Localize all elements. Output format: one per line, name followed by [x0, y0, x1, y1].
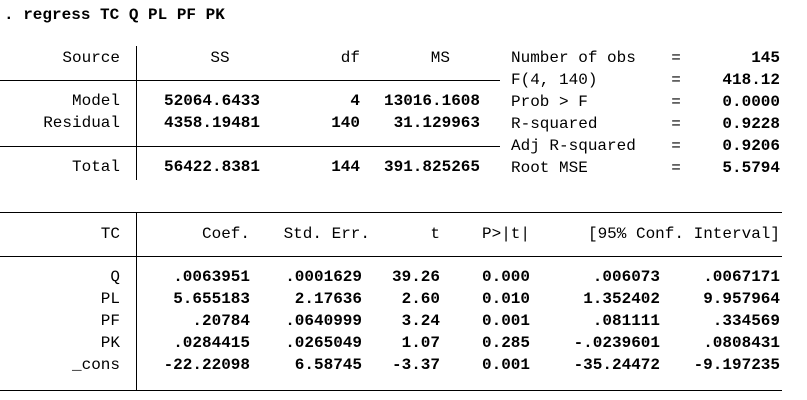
cell: 0.285	[481, 334, 530, 352]
cell: 4	[350, 92, 360, 110]
cell: 144	[331, 158, 360, 176]
cell: .0640999	[285, 312, 362, 330]
column-header: P>|t|	[481, 225, 530, 243]
stat-value: 0.9228	[722, 115, 780, 133]
stat-equals: =	[671, 93, 681, 111]
cell: 31.129963	[393, 114, 480, 132]
row-label: _cons	[71, 356, 120, 374]
column-header: TC	[100, 225, 120, 243]
cell: -.0239601	[573, 334, 660, 352]
stat-label: Root MSE	[511, 159, 588, 177]
column-header: Source	[62, 49, 120, 67]
row-label: Q	[110, 268, 120, 286]
cell: 2.60	[401, 290, 440, 308]
cell: 9.957964	[703, 290, 780, 308]
rule	[136, 46, 137, 180]
stat-label: Prob > F	[511, 93, 588, 111]
command: . regress TC Q PL PF PK	[4, 6, 225, 24]
cell: .0001629	[285, 268, 362, 286]
column-header: MS	[430, 49, 450, 67]
stat-equals: =	[671, 137, 681, 155]
rule	[136, 212, 137, 390]
stat-value: 5.5794	[722, 159, 780, 177]
rule	[0, 146, 500, 147]
stat-label: R-squared	[511, 115, 598, 133]
row-label: PF	[100, 312, 120, 330]
cell: .0067171	[703, 268, 780, 286]
cell: 391.825265	[383, 158, 480, 176]
column-header: [95% Conf. Interval]	[587, 225, 780, 243]
cell: 6.58745	[294, 356, 362, 374]
cell: .20784	[192, 312, 250, 330]
stat-equals: =	[671, 159, 681, 177]
cell: 140	[331, 114, 360, 132]
cell: .006073	[592, 268, 660, 286]
cell: -9.197235	[693, 356, 780, 374]
column-header: Std. Err.	[283, 225, 370, 243]
column-header: Coef.	[201, 225, 250, 243]
column-header: df	[340, 49, 360, 67]
column-header: SS	[210, 49, 230, 67]
stat-equals: =	[671, 71, 681, 89]
cell: 0.010	[481, 290, 530, 308]
cell: .0265049	[285, 334, 362, 352]
cell: 5.655183	[173, 290, 250, 308]
cell: 4358.19481	[163, 114, 260, 132]
rule	[0, 80, 500, 81]
rule	[0, 256, 782, 257]
stat-value: 0.9206	[722, 137, 780, 155]
row-label: PK	[100, 334, 120, 352]
cell: 3.24	[401, 312, 440, 330]
column-header: t	[430, 225, 440, 243]
rule	[0, 390, 782, 391]
stat-equals: =	[671, 115, 681, 133]
cell: 0.001	[481, 356, 530, 374]
cell: .0808431	[703, 334, 780, 352]
cell: -3.37	[391, 356, 440, 374]
row-label: Total	[71, 158, 120, 176]
cell: 0.001	[481, 312, 530, 330]
stat-equals: =	[671, 49, 681, 67]
rule	[0, 212, 782, 213]
cell: 13016.1608	[383, 92, 480, 110]
stat-label: Adj R-squared	[511, 137, 636, 155]
cell: 0.000	[481, 268, 530, 286]
stat-value: 0.0000	[722, 93, 780, 111]
stat-value: 418.12	[722, 71, 780, 89]
row-label: PL	[100, 290, 120, 308]
cell: .334569	[712, 312, 780, 330]
cell: -35.24472	[573, 356, 660, 374]
cell: 2.17636	[294, 290, 362, 308]
row-label: Residual	[43, 114, 120, 132]
stat-label: Number of obs	[511, 49, 636, 67]
cell: 1.352402	[583, 290, 660, 308]
cell: 1.07	[401, 334, 440, 352]
cell: 56422.8381	[163, 158, 260, 176]
stat-label: F(4, 140)	[511, 71, 598, 89]
stat-value: 145	[751, 49, 780, 67]
cell: .0063951	[173, 268, 250, 286]
cell: .081111	[592, 312, 660, 330]
cell: .0284415	[173, 334, 250, 352]
cell: 52064.6433	[163, 92, 260, 110]
row-label: Model	[71, 92, 120, 110]
cell: 39.26	[391, 268, 440, 286]
cell: -22.22098	[163, 356, 250, 374]
